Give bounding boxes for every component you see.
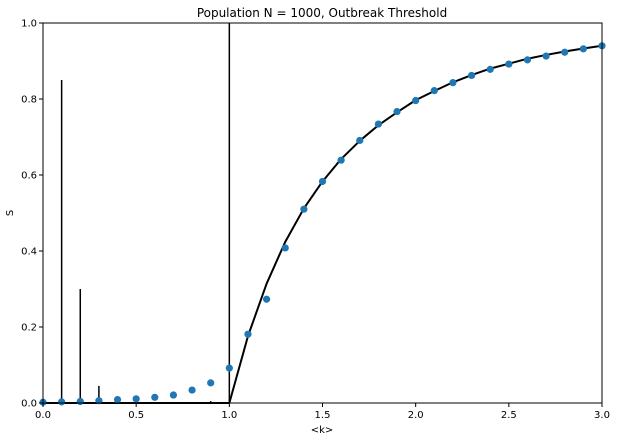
data-point <box>76 397 84 406</box>
data-point <box>225 364 233 372</box>
data-point <box>113 395 122 404</box>
y-tick-label: 0.8 <box>21 95 37 106</box>
data-point <box>207 379 215 387</box>
x-tick-label: 1.0 <box>221 410 237 421</box>
data-point <box>412 96 420 105</box>
data-point <box>169 391 178 399</box>
data-point <box>542 52 550 60</box>
data-point <box>58 398 66 406</box>
y-tick-label: 0.4 <box>21 247 37 258</box>
y-tick-label: 1.0 <box>21 19 37 30</box>
data-point <box>132 395 140 403</box>
data-point <box>244 330 252 338</box>
y-tick-label: 0.6 <box>21 171 37 182</box>
y-tick-label: 0.2 <box>21 323 37 334</box>
x-tick-label: 0.0 <box>35 410 51 421</box>
y-tick-label: 0.0 <box>21 399 37 410</box>
data-point <box>523 56 532 64</box>
data-point <box>561 48 569 56</box>
data-point <box>393 107 401 116</box>
data-point <box>300 205 308 213</box>
data-point <box>337 156 345 164</box>
chart-title: Population N = 1000, Outbreak Threshold <box>197 6 447 20</box>
x-tick-label: 1.5 <box>315 410 331 421</box>
y-axis: 0.0 0.2 0.4 0.6 0.8 1.0 <box>21 19 43 410</box>
y-axis-label: S <box>5 210 16 216</box>
x-tick-label: 3.0 <box>594 410 610 421</box>
data-point <box>449 79 457 87</box>
data-point <box>430 87 438 95</box>
data-point <box>505 60 513 68</box>
data-point <box>467 71 476 80</box>
data-point <box>374 120 382 128</box>
x-tick-label: 2.0 <box>408 410 424 421</box>
data-point <box>281 244 289 252</box>
data-point <box>356 136 364 145</box>
data-point <box>151 393 159 401</box>
data-point <box>486 65 494 73</box>
data-point <box>263 295 271 303</box>
data-point <box>318 177 327 186</box>
x-tick-label: 2.5 <box>501 410 517 421</box>
x-tick-label: 0.5 <box>128 410 144 421</box>
data-point <box>188 386 196 394</box>
data-point <box>579 45 587 53</box>
x-axis-label: <k> <box>311 425 334 436</box>
x-axis: 0.0 0.5 1.0 1.5 2.0 2.5 3.0 <box>35 403 610 421</box>
